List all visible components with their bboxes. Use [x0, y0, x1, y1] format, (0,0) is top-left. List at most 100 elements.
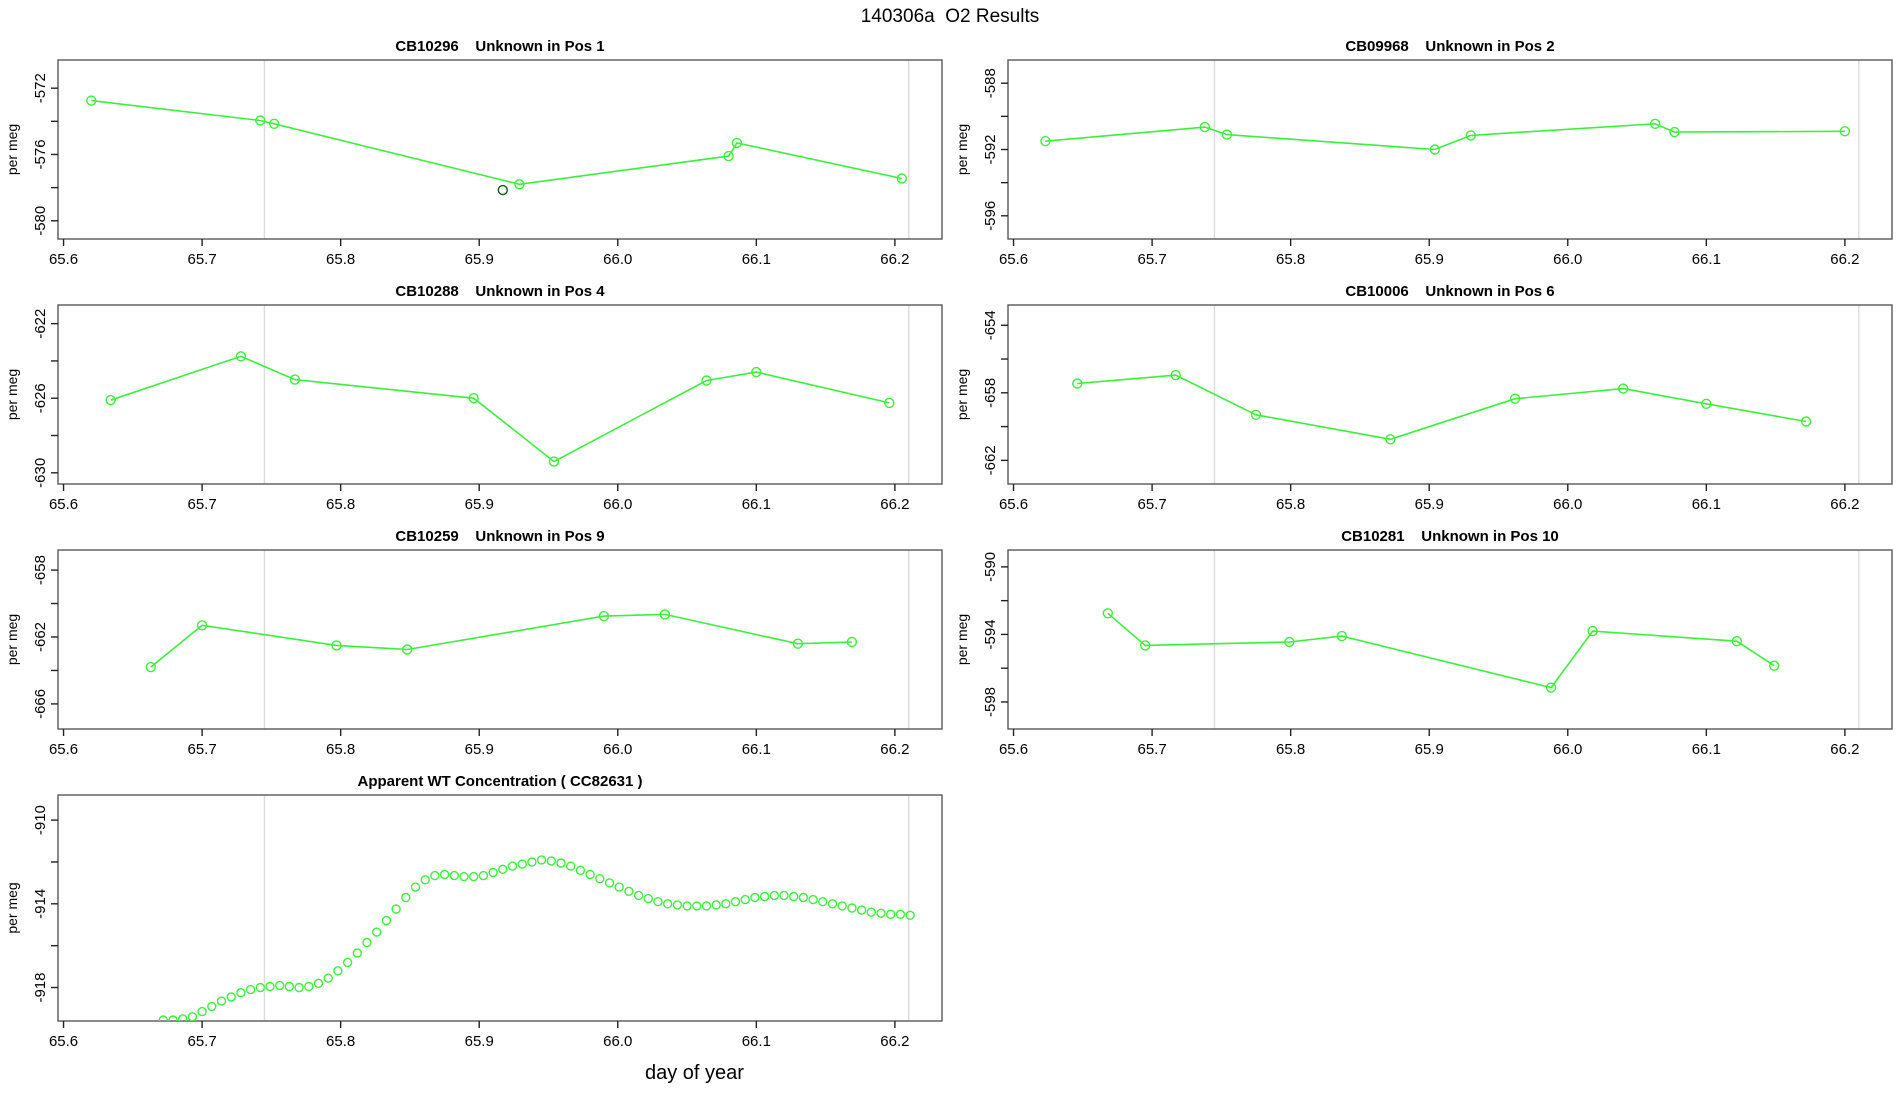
data-point-marker [740, 894, 750, 905]
y-tick-label: -658 [32, 555, 49, 585]
data-point-marker [792, 638, 804, 649]
data-point-marker [827, 899, 838, 909]
data-point-marker [514, 179, 525, 190]
chart-panel-pos9: 65.6 65.7 65.8 65.9 66.0 66.1 66.2 -658 -662 -666… [0, 526, 950, 771]
x-tick-label: 65.9 [465, 251, 494, 268]
chart-svg: 65.6 65.7 65.8 65.9 66.0 66.1 66.2 -572 -576 -580… [4, 38, 943, 268]
data-point-marker [507, 861, 518, 871]
data-point-marker [837, 901, 847, 911]
x-tick-label: 65.9 [1415, 496, 1444, 513]
chart-title: CB10281 Unknown in Pos 10 [1341, 528, 1559, 545]
x-tick-label: 66.1 [1692, 741, 1721, 758]
data-point-marker [439, 869, 450, 880]
y-tick-label: -594 [982, 619, 999, 649]
x-tick-label: 65.7 [187, 496, 216, 513]
data-point-marker [402, 644, 413, 655]
series-group [1040, 118, 1851, 155]
data-point-marker [856, 905, 867, 915]
y-tick-label: -592 [982, 134, 999, 164]
data-point-marker [536, 855, 547, 865]
data-point-marker [226, 992, 236, 1002]
data-point-marker [663, 899, 673, 909]
x-tick-label: 65.8 [1276, 251, 1305, 268]
y-tick-label: -630 [32, 458, 49, 488]
data-point-marker [216, 996, 227, 1006]
data-point-marker [672, 900, 683, 910]
data-point-marker [682, 901, 692, 911]
data-point-marker [255, 115, 266, 126]
y-axis-label: per meg [954, 124, 970, 175]
data-point-marker [342, 957, 353, 968]
data-point-marker [265, 981, 275, 992]
y-axis-label: per meg [4, 614, 20, 665]
series-line [150, 613, 852, 668]
data-point-marker [566, 861, 576, 871]
chart-title: Apparent WT Concentration ( CC82631 ) [357, 773, 642, 790]
data-point-marker [585, 869, 595, 880]
series-group [1072, 369, 1812, 445]
chart-svg: 65.6 65.7 65.8 65.9 66.0 66.1 66.2 -910 -914 -918… [4, 773, 943, 1084]
chart-svg: 65.6 65.7 65.8 65.9 66.0 66.1 66.2 -590 -594 -598… [954, 528, 1893, 758]
x-tick-label: 65.7 [1137, 741, 1166, 758]
x-tick-label: 65.8 [326, 251, 355, 268]
series-line [110, 355, 890, 463]
data-point-marker [1102, 608, 1114, 619]
data-point-marker [275, 980, 285, 991]
data-point-marker [284, 981, 295, 992]
data-point-marker [497, 184, 508, 196]
data-point-marker [659, 609, 671, 620]
chart-svg: 65.6 65.7 65.8 65.9 66.0 66.1 66.2 -588 -592 -596… [954, 38, 1893, 268]
chart-title: CB10006 Unknown in Pos 6 [1345, 283, 1554, 300]
series-group [105, 351, 895, 467]
x-tick-label: 66.1 [1692, 251, 1721, 268]
y-tick-label: -580 [32, 206, 49, 236]
x-tick-label: 66.0 [1553, 741, 1582, 758]
data-point-marker [381, 915, 392, 926]
data-point-marker [1040, 135, 1051, 147]
x-tick-label: 66.0 [1553, 251, 1582, 268]
data-point-marker [1618, 383, 1629, 394]
data-point-marker [1669, 126, 1680, 138]
data-point-marker [430, 870, 440, 881]
y-axis-label: per meg [954, 369, 970, 420]
data-point-marker [401, 892, 411, 903]
data-point-marker [905, 910, 915, 921]
data-point-marker [304, 981, 314, 992]
data-point-marker [711, 900, 721, 910]
x-tick-label: 66.0 [603, 251, 632, 268]
x-tick-label: 65.8 [326, 496, 355, 513]
x-tick-label: 65.9 [465, 496, 494, 513]
data-point-marker [1701, 398, 1712, 410]
empty-panel [950, 771, 1900, 1091]
chart-svg: 65.6 65.7 65.8 65.9 66.0 66.1 66.2 -658 -662 -666… [4, 528, 943, 758]
series-line [1045, 122, 1845, 151]
x-tick-label: 66.2 [880, 1033, 909, 1050]
x-tick-label: 66.0 [603, 741, 632, 758]
data-point-marker [548, 456, 560, 467]
x-tick-label: 66.2 [1830, 496, 1859, 513]
data-point-marker [701, 375, 712, 386]
series-group [158, 855, 915, 1021]
data-point-marker [105, 394, 116, 406]
data-point-marker [624, 886, 634, 897]
plot-box [1007, 549, 1893, 730]
data-point-marker [1769, 660, 1780, 671]
data-point-marker [488, 867, 498, 878]
data-point-marker [789, 891, 799, 902]
data-point-marker [884, 397, 895, 409]
data-point-marker [556, 858, 566, 868]
data-point-marker [896, 173, 907, 184]
data-point-marker [1465, 130, 1476, 141]
data-point-marker [168, 1015, 178, 1021]
x-tick-label: 65.6 [999, 741, 1028, 758]
data-point-marker [595, 873, 605, 884]
data-point-marker [759, 891, 770, 902]
data-point-marker [449, 870, 459, 881]
data-point-marker [1800, 416, 1812, 427]
data-point-marker [723, 150, 734, 162]
data-point-marker [362, 937, 372, 948]
chart-panel-apparent-wt: 65.6 65.7 65.8 65.9 66.0 66.1 66.2 -910 -914 -918… [0, 771, 950, 1091]
data-point-marker [236, 987, 246, 998]
y-tick-label: -918 [32, 973, 49, 1003]
